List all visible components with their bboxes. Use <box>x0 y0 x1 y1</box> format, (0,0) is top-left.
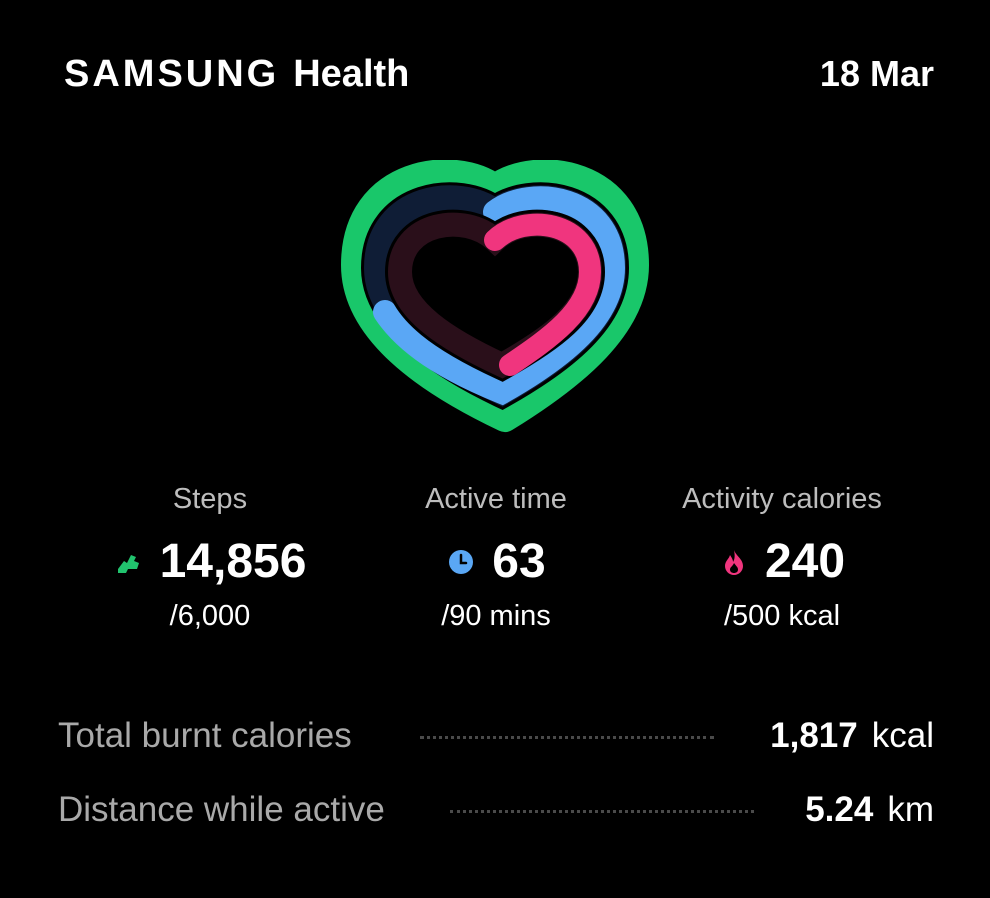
activity-heart-rings[interactable] <box>330 160 660 440</box>
app-logo: SAMSUNG Health <box>64 52 409 96</box>
total-burnt-calories-number: 1,817 <box>770 716 858 755</box>
active-time-ring <box>373 186 626 406</box>
activity-calories-label: Activity calories <box>682 483 882 515</box>
activity-calories-value: 240 <box>764 535 846 588</box>
total-burnt-calories-label: Total burnt calories <box>58 716 352 755</box>
activity-calories-goal: /500 kcal <box>723 600 841 632</box>
active-time-stat[interactable]: Active time 63 /90 mins <box>356 478 636 636</box>
dotted-leader <box>450 810 754 813</box>
steps-goal: /6,000 <box>169 600 251 632</box>
brand-health: Health <box>293 53 410 95</box>
clock-icon <box>446 547 476 577</box>
distance-while-active-unit: km <box>887 790 934 829</box>
brand-samsung: SAMSUNG <box>64 53 280 95</box>
total-burnt-calories-unit: kcal <box>871 716 934 755</box>
steps-ring-fill <box>341 160 649 432</box>
calories-ring <box>484 213 602 376</box>
total-burnt-calories-value: 1,817 kcal <box>770 712 934 760</box>
distance-while-active-number: 5.24 <box>805 790 874 829</box>
heart-rings-graphic <box>337 160 653 436</box>
active-time-value: 63 <box>492 535 546 588</box>
active-time-label: Active time <box>425 483 567 515</box>
dotted-leader <box>420 736 714 739</box>
flame-icon <box>719 547 749 577</box>
activity-stats: Steps 14,856 /6,000 Active time 63 /90 m… <box>0 478 990 648</box>
steps-stat[interactable]: Steps 14,856 /6,000 <box>70 478 350 636</box>
activity-calories-stat[interactable]: Activity calories 240 /500 kcal <box>642 478 922 636</box>
distance-while-active-label: Distance while active <box>58 790 385 829</box>
active-time-goal: /90 mins <box>441 600 551 632</box>
header: SAMSUNG Health 18 Mar <box>64 52 934 96</box>
steps-value: 14,856 <box>159 535 307 588</box>
distance-while-active-row[interactable]: Distance while active 5.24 km <box>58 786 934 834</box>
steps-label: Steps <box>172 483 248 515</box>
total-burnt-calories-row[interactable]: Total burnt calories 1,817 kcal <box>58 712 934 760</box>
distance-while-active-value: 5.24 km <box>805 786 934 834</box>
date-label: 18 Mar <box>819 53 934 94</box>
shoe-icon <box>114 547 144 577</box>
